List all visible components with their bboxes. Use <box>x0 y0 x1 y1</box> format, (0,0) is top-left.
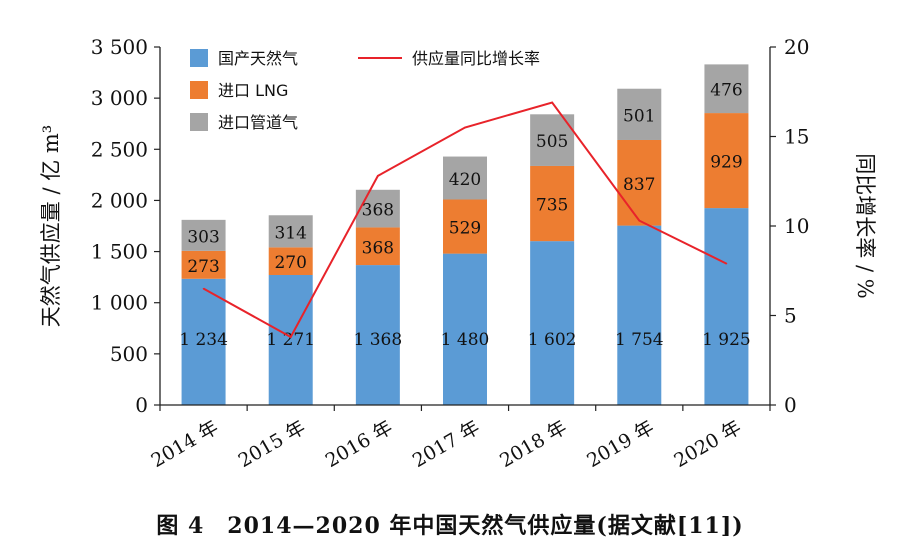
bar-lng-5 <box>617 139 662 226</box>
y-tick-label-2: 1 000 <box>91 291 148 315</box>
y-tick-label-6: 3 000 <box>91 86 148 110</box>
figure-caption: 图 4 2014—2020 年中国天然气供应量(据文献[11]) <box>156 513 744 539</box>
data-label-pipeline-6: 476 <box>710 81 742 101</box>
bar-lng-6 <box>704 113 749 209</box>
growth-point-1 <box>289 336 292 338</box>
data-label-lng-6: 929 <box>710 153 742 173</box>
legend-swatch-pipeline <box>190 113 208 131</box>
y-axis-title: 天然气供应量 / 亿 m³ <box>39 125 63 327</box>
data-label-domestic-1: 1 271 <box>266 330 315 350</box>
growth-point-4 <box>551 101 553 104</box>
x-tick-label-5: 2019 年 <box>583 416 658 472</box>
bar-domestic-0 <box>181 278 226 405</box>
growth-point-0 <box>202 287 205 290</box>
bar-lng-2 <box>355 227 400 266</box>
bar-pipeline-2 <box>355 189 400 228</box>
growth-line-layer <box>202 101 728 339</box>
legend-label-lng: 进口 LNG <box>218 81 288 100</box>
x-tick-label-2: 2016 年 <box>322 416 397 472</box>
y-tick-label-3: 1 500 <box>91 240 148 264</box>
x-tick-label-3: 2017 年 <box>409 416 484 472</box>
data-label-pipeline-3: 420 <box>449 170 481 190</box>
x-tick-label-0: 2014 年 <box>147 416 222 472</box>
y2-tick-label-1: 5 <box>784 304 797 328</box>
legend-label-domestic: 国产天然气 <box>218 49 298 68</box>
y2-tick-label-2: 10 <box>784 214 809 238</box>
data-label-domestic-6: 1 925 <box>702 330 751 350</box>
bar-pipeline-0 <box>181 219 226 251</box>
bars-layer: 1 234 273 303 1 271 270 314 1 368 368 368 1 480 52… <box>179 64 751 405</box>
data-label-lng-0: 273 <box>187 257 219 277</box>
y-tick-label-1: 500 <box>110 342 148 366</box>
growth-point-6 <box>725 262 728 265</box>
y2-tick-label-4: 20 <box>784 35 809 59</box>
data-label-lng-5: 837 <box>623 175 655 195</box>
bar-domestic-6 <box>704 208 749 405</box>
data-label-domestic-3: 1 480 <box>441 330 490 350</box>
data-label-lng-4: 735 <box>536 196 568 216</box>
bar-domestic-2 <box>355 265 400 405</box>
bar-domestic-4 <box>530 241 575 405</box>
y2-tick-label-3: 15 <box>784 125 809 149</box>
legend-label-pipeline: 进口管道气 <box>218 113 298 132</box>
data-label-pipeline-5: 501 <box>623 106 655 126</box>
data-label-lng-2: 368 <box>362 238 394 258</box>
y-tick-label-4: 2 000 <box>91 188 148 212</box>
bar-pipeline-5 <box>617 88 662 140</box>
data-label-pipeline-0: 303 <box>187 227 219 247</box>
bar-lng-1 <box>268 247 313 275</box>
data-label-pipeline-2: 368 <box>362 201 394 221</box>
data-label-lng-3: 529 <box>449 219 481 239</box>
growth-point-5 <box>638 219 641 222</box>
growth-point-3 <box>464 126 466 129</box>
bar-lng-4 <box>530 165 575 242</box>
bar-domestic-1 <box>268 274 313 405</box>
data-label-domestic-4: 1 602 <box>528 330 577 350</box>
data-label-lng-1: 270 <box>274 253 306 273</box>
y-tick-label-7: 3 500 <box>91 35 148 59</box>
y-tick-label-0: 0 <box>135 393 148 417</box>
x-tick-label-4: 2018 年 <box>496 416 571 472</box>
growth-point-2 <box>377 175 379 177</box>
legend-label-growth: 供应量同比增长率 <box>412 49 540 68</box>
x-tick-label-1: 2015 年 <box>235 416 310 472</box>
x-tick-label-6: 2020 年 <box>670 416 745 472</box>
bar-pipeline-6 <box>704 64 749 114</box>
bar-domestic-3 <box>443 253 487 405</box>
data-label-domestic-5: 1 754 <box>615 330 664 350</box>
bar-lng-0 <box>181 250 226 279</box>
bar-pipeline-1 <box>268 215 313 248</box>
data-label-domestic-0: 1 234 <box>179 330 228 350</box>
bar-lng-3 <box>443 199 487 254</box>
y-tick-label-5: 2 500 <box>91 137 148 161</box>
legend-swatch-lng <box>190 81 208 99</box>
bar-domestic-5 <box>617 225 662 405</box>
legend-swatch-domestic <box>190 49 208 67</box>
data-label-pipeline-4: 505 <box>536 132 568 152</box>
data-label-domestic-2: 1 368 <box>354 330 403 350</box>
y2-tick-label-0: 0 <box>784 393 797 417</box>
y2-axis-title: 同比增长率 / % <box>853 153 877 298</box>
data-label-pipeline-1: 314 <box>274 223 306 243</box>
bar-pipeline-3 <box>443 156 487 200</box>
